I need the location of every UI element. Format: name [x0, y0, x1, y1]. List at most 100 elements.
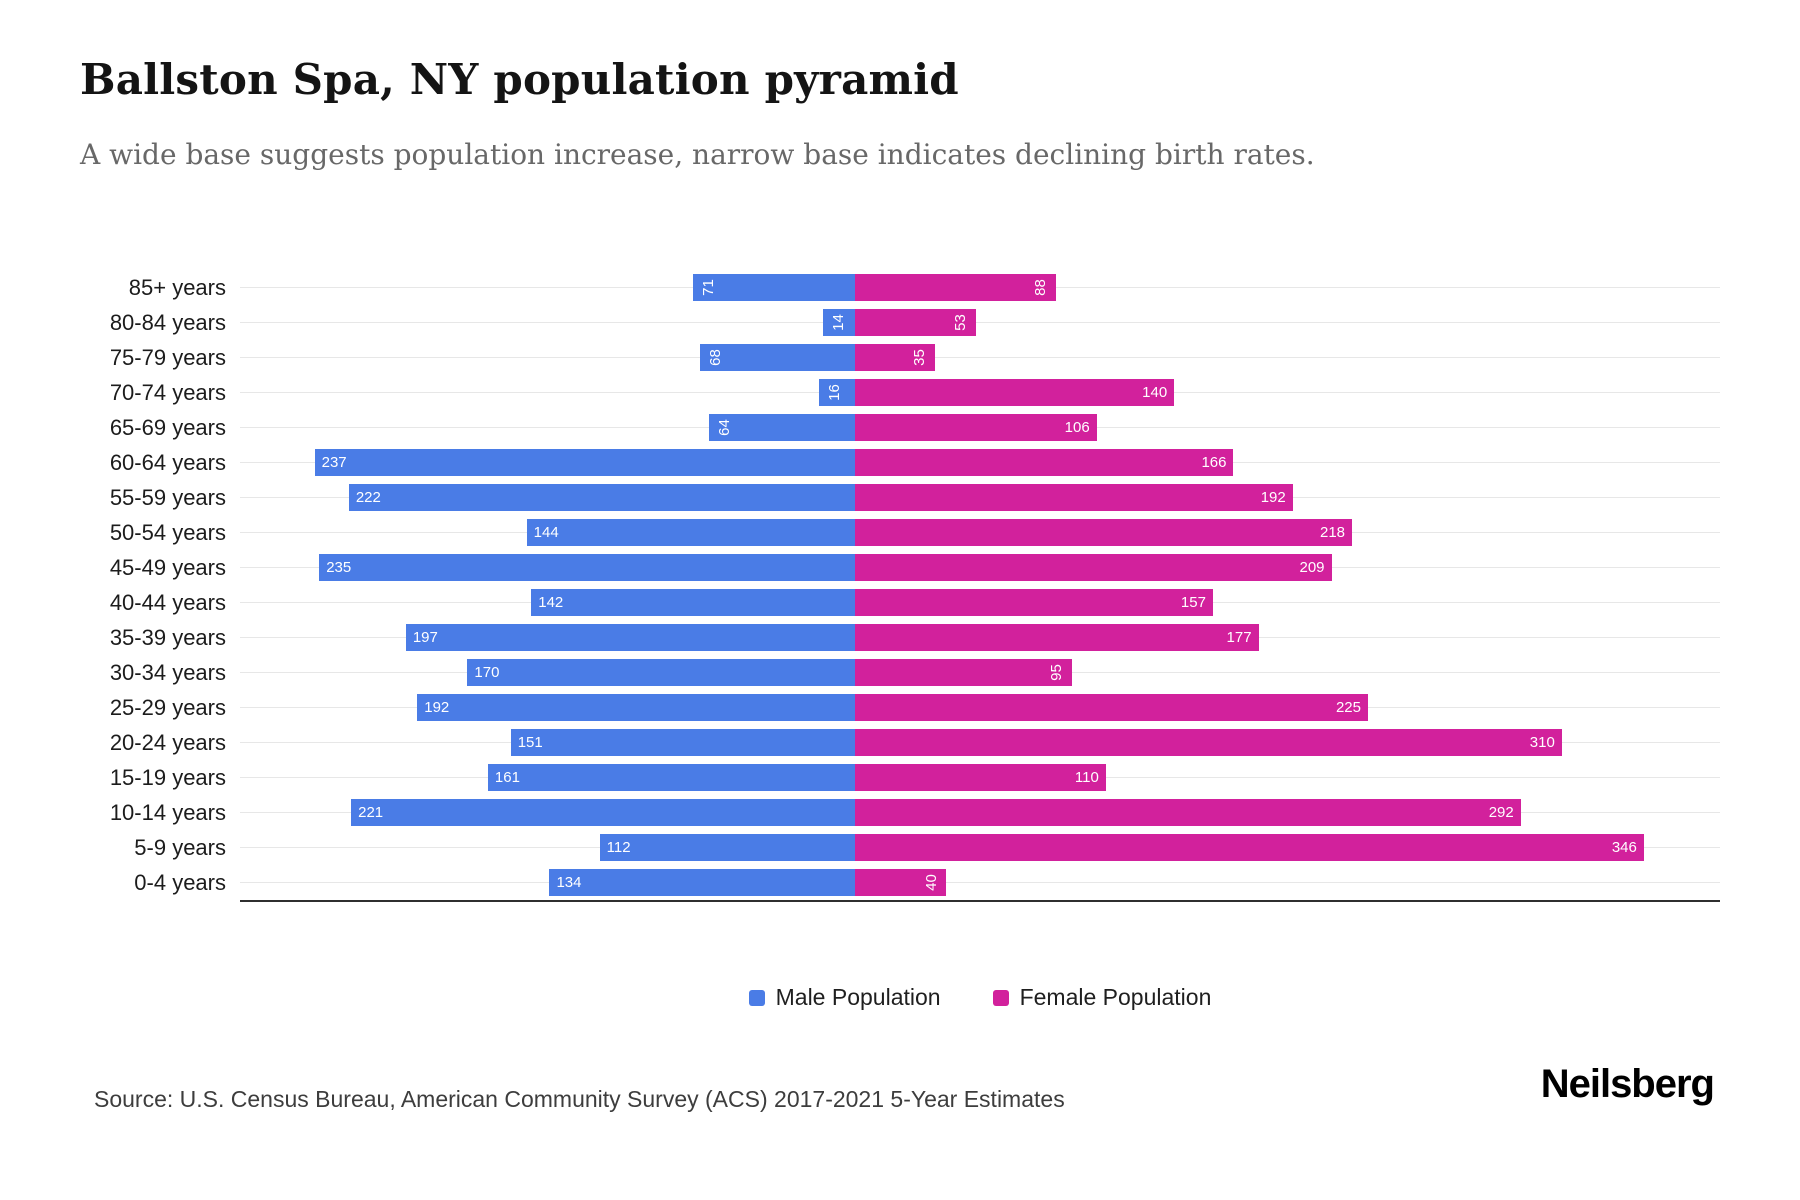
- female-bar[interactable]: 88: [855, 274, 1056, 301]
- male-bar-value: 142: [538, 594, 564, 611]
- male-legend-label: Male Population: [775, 984, 941, 1010]
- chart-row: 50-54 years 144 218: [0, 515, 1800, 550]
- male-bar[interactable]: 142: [531, 589, 855, 616]
- male-bar-value: 221: [358, 804, 384, 821]
- female-bar[interactable]: 192: [855, 484, 1293, 511]
- chart-row: 0-4 years 134 40: [0, 865, 1800, 900]
- age-group-label: 15-19 years: [109, 765, 226, 790]
- female-bar[interactable]: 40: [855, 869, 947, 896]
- male-bar-value: 237: [321, 454, 347, 471]
- female-bar[interactable]: 95: [855, 659, 1072, 686]
- female-bar[interactable]: 110: [855, 764, 1106, 791]
- male-bar[interactable]: 71: [693, 274, 855, 301]
- male-bar[interactable]: 192: [417, 694, 855, 721]
- male-bar-value: 151: [517, 734, 543, 751]
- age-group-label: 20-24 years: [109, 730, 226, 755]
- source-attribution: Source: U.S. Census Bureau, American Com…: [94, 1086, 1065, 1112]
- male-bar[interactable]: 221: [351, 799, 855, 826]
- gridline: [240, 322, 1720, 323]
- age-group-label: 70-74 years: [109, 380, 226, 405]
- male-bar-value: 68: [706, 349, 724, 366]
- male-bar[interactable]: 161: [487, 764, 855, 791]
- plot-row: 142 157: [240, 585, 1720, 620]
- chart-row: 70-74 years 16 140: [0, 375, 1800, 410]
- female-bar[interactable]: 35: [855, 344, 935, 371]
- male-bar[interactable]: 16: [818, 379, 855, 406]
- female-legend-swatch: [992, 989, 1009, 1006]
- male-bar[interactable]: 64: [709, 414, 855, 441]
- chart-row: 10-14 years 221 292: [0, 795, 1800, 830]
- chart-row: 75-79 years 68 35: [0, 340, 1800, 375]
- chart-row: 15-19 years 161 110: [0, 760, 1800, 795]
- male-bar[interactable]: 222: [348, 484, 855, 511]
- female-bar[interactable]: 292: [855, 799, 1521, 826]
- male-bar-value: 64: [715, 419, 733, 436]
- male-bar-value: 235: [326, 559, 352, 576]
- female-bar-value: 110: [1074, 769, 1099, 786]
- chart-row: 55-59 years 222 192: [0, 480, 1800, 515]
- female-bar[interactable]: 225: [855, 694, 1368, 721]
- female-bar[interactable]: 310: [855, 729, 1562, 756]
- female-bar[interactable]: 177: [855, 624, 1259, 651]
- male-bar[interactable]: 134: [549, 869, 855, 896]
- legend-item-male[interactable]: Male Population: [748, 984, 941, 1011]
- female-bar-value: 106: [1064, 419, 1090, 436]
- female-bar[interactable]: 140: [855, 379, 1175, 406]
- chart-row: 45-49 years 235 209: [0, 550, 1800, 585]
- plot-row: 161 110: [240, 760, 1720, 795]
- female-bar[interactable]: 106: [855, 414, 1097, 441]
- male-bar-value: 144: [533, 524, 559, 541]
- female-bar-value: 53: [951, 314, 969, 331]
- chart-row: 35-39 years 197 177: [0, 620, 1800, 655]
- female-bar-value: 346: [1611, 839, 1637, 856]
- male-bar[interactable]: 235: [319, 554, 855, 581]
- plot-row: 71 88: [240, 270, 1720, 305]
- female-bar[interactable]: 209: [855, 554, 1332, 581]
- age-group-label: 85+ years: [128, 275, 226, 300]
- female-bar[interactable]: 166: [855, 449, 1234, 476]
- male-bar[interactable]: 237: [314, 449, 855, 476]
- age-group-label: 55-59 years: [109, 485, 226, 510]
- legend-item-female[interactable]: Female Population: [992, 984, 1211, 1011]
- male-bar-value: 14: [829, 314, 847, 331]
- male-bar-value: 222: [355, 489, 381, 506]
- age-group-label: 40-44 years: [109, 590, 226, 615]
- male-bar[interactable]: 144: [526, 519, 855, 546]
- age-group-label: 10-14 years: [109, 800, 226, 825]
- chart-title: Ballston Spa, NY population pyramid: [80, 55, 959, 104]
- plot-row: 192 225: [240, 690, 1720, 725]
- female-bar[interactable]: 218: [855, 519, 1353, 546]
- female-bar-value: 88: [1031, 279, 1049, 296]
- plot-row: 222 192: [240, 480, 1720, 515]
- female-bar[interactable]: 53: [855, 309, 976, 336]
- male-bar[interactable]: 151: [510, 729, 855, 756]
- female-bar[interactable]: 157: [855, 589, 1213, 616]
- plot-row: 197 177: [240, 620, 1720, 655]
- chart-legend: Male Population Female Population: [240, 984, 1720, 1011]
- gridline: [240, 357, 1720, 358]
- female-bar-value: 177: [1226, 629, 1252, 646]
- plot-row: 144 218: [240, 515, 1720, 550]
- male-bar-value: 192: [424, 699, 450, 716]
- plot-row: 14 53: [240, 305, 1720, 340]
- chart-subtitle: A wide base suggests population increase…: [80, 138, 1315, 171]
- age-group-label: 5-9 years: [134, 835, 226, 860]
- male-bar[interactable]: 14: [823, 309, 855, 336]
- plot-row: 151 310: [240, 725, 1720, 760]
- population-pyramid-chart: 85+ years 71 88 80-84 years 14 53 75-79 years 6…: [0, 270, 1800, 900]
- plot-row: 235 209: [240, 550, 1720, 585]
- male-bar[interactable]: 112: [599, 834, 855, 861]
- x-axis-line: [240, 900, 1720, 902]
- female-bar[interactable]: 346: [855, 834, 1644, 861]
- gridline: [240, 882, 1720, 883]
- male-bar[interactable]: 68: [699, 344, 855, 371]
- male-bar-value: 16: [825, 384, 843, 401]
- female-bar-value: 40: [922, 874, 940, 891]
- plot-row: 112 346: [240, 830, 1720, 865]
- male-bar-value: 170: [474, 664, 500, 681]
- male-bar[interactable]: 197: [405, 624, 855, 651]
- male-bar[interactable]: 170: [467, 659, 855, 686]
- plot-row: 170 95: [240, 655, 1720, 690]
- female-bar-value: 225: [1335, 699, 1361, 716]
